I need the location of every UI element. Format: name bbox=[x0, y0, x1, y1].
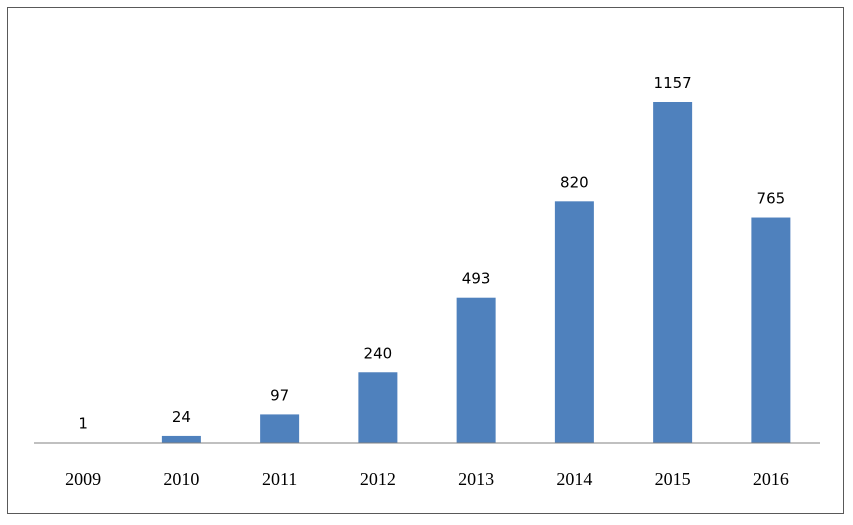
x-tick-label-2016: 2016 bbox=[753, 469, 789, 489]
bar-2011 bbox=[260, 414, 300, 443]
data-label-2011: 97 bbox=[270, 386, 289, 404]
x-tick-label-2015: 2015 bbox=[655, 469, 691, 489]
bar-2013 bbox=[456, 297, 496, 443]
x-tick-label-2010: 2010 bbox=[163, 469, 199, 489]
data-label-2012: 240 bbox=[364, 344, 393, 362]
data-label-2015: 1157 bbox=[654, 74, 692, 92]
data-label-2009: 1 bbox=[78, 415, 88, 433]
bar-2012 bbox=[358, 372, 398, 443]
x-tick-label-2011: 2011 bbox=[262, 469, 297, 489]
data-label-2016: 765 bbox=[757, 190, 786, 208]
x-tick-label-2013: 2013 bbox=[458, 469, 494, 489]
data-label-2014: 820 bbox=[560, 173, 589, 191]
bar-2016 bbox=[751, 217, 791, 443]
x-tick-label-2012: 2012 bbox=[360, 469, 396, 489]
x-tick-labels: 2009 2010 2011 2012 2013 2014 2015 2016 bbox=[65, 469, 789, 489]
data-label-2010: 24 bbox=[172, 408, 191, 426]
bar-2014 bbox=[554, 201, 594, 443]
x-tick-label-2014: 2014 bbox=[556, 469, 592, 489]
bars-layer bbox=[63, 102, 791, 443]
data-label-2013: 493 bbox=[462, 270, 491, 288]
bar-2015 bbox=[653, 102, 693, 443]
chart-frame bbox=[7, 7, 844, 514]
x-tick-label-2009: 2009 bbox=[65, 469, 101, 489]
bar-2010 bbox=[161, 435, 201, 443]
data-labels-layer: 1 24 97 240 493 820 1157 765 bbox=[78, 74, 785, 433]
